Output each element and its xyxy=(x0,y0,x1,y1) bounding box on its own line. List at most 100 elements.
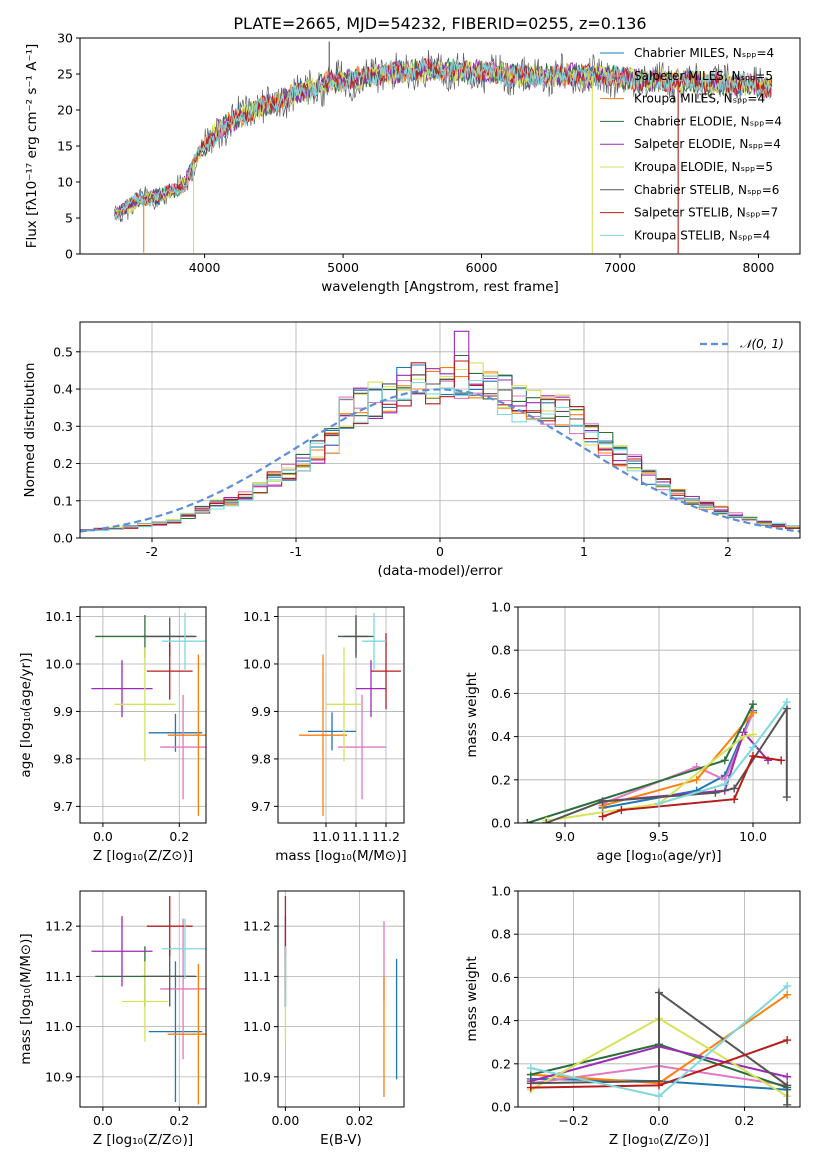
mass_vs_metallicity-axes-frame xyxy=(79,890,207,1108)
histogram-series-8 xyxy=(80,360,800,532)
mass_vs_metallicity-xlabel: Z [log₁₀(Z/Z⊙)] xyxy=(93,1132,193,1148)
mass_weight_vs_metallicity-marker-8 xyxy=(655,1081,663,1090)
residual_histogram-xtick-label: 1 xyxy=(580,544,588,559)
residual_histogram-ytick-label: 0.1 xyxy=(53,493,73,508)
mass_weight_vs_metallicity-marker-8 xyxy=(526,1083,535,1092)
mass_vs_metallicity-ytick-label: 11.2 xyxy=(45,919,73,934)
spectrum-xtick-label: 4000 xyxy=(189,260,221,275)
mass_weight_vs_age-series-4 xyxy=(527,703,754,823)
mass_weight_vs_metallicity-marker-7 xyxy=(783,1100,792,1107)
mass_weight_vs_age-marker-9 xyxy=(720,780,729,789)
mass_weight_vs_age-marker-4 xyxy=(523,819,532,823)
age_vs_mass-xtick-label: 11.2 xyxy=(372,829,400,844)
spectrum-legend-entry-5: Salpeter ELODIE, Nₛₚₚ=4 xyxy=(634,137,781,151)
mass_weight_vs_metallicity-panel: −0.2 0.0 0.2 0.0 0.2 0.4 0.6 0.8 1.0 Z [log₁₀(Z/Z… xyxy=(464,884,801,1148)
mass_weight_vs_metallicity-marker-3 xyxy=(783,990,792,999)
mass_weight_vs_metallicity-marker-9 xyxy=(783,982,792,991)
mass_weight_vs_age-xtick-label: 9.5 xyxy=(649,829,669,844)
mass_vs_metallicity-ylabel: mass [log₁₀(M/M⊙)] xyxy=(18,933,34,1064)
mass_weight_vs_age-marker-8 xyxy=(749,752,757,761)
mass_weight_vs_age-marker-3 xyxy=(692,775,701,784)
spectrum-legend-entry-9: Kroupa STELIB, Nₛₚₚ=4 xyxy=(634,228,770,242)
spectrum-xtick-label: 8000 xyxy=(743,260,775,275)
mass_vs_extinction-xlabel: E(B-V) xyxy=(320,1132,362,1148)
residual_histogram-ytick-label: 0.0 xyxy=(53,531,73,546)
spectrum-legend-entry-6: Kroupa ELODIE, Nₛₚₚ=5 xyxy=(634,160,773,174)
residual_histogram-ytick-label: 0.4 xyxy=(53,382,73,397)
mass_vs_extinction-axes-frame xyxy=(277,890,405,1108)
age_vs_metallicity-ytick-label: 9.8 xyxy=(53,751,73,766)
age_vs_metallicity-ytick-label: 10.0 xyxy=(45,656,73,671)
mass_vs_extinction-ytick-label: 11.0 xyxy=(243,1019,271,1034)
age_vs_metallicity-panel: 0.0 0.2 9.7 9.8 9.9 10.0 10.1 Z [log₁₀(Z/Z⊙)] ag… xyxy=(18,606,207,864)
mass_weight_vs_metallicity-marker-5 xyxy=(783,1072,792,1081)
age_vs_mass-ytick-label: 10.0 xyxy=(243,656,271,671)
mass_weight_vs_age-marker-9 xyxy=(782,698,791,707)
age_vs_mass-ytick-label: 9.7 xyxy=(251,799,271,814)
mass_vs_extinction-panel: 0.00 0.02 10.9 11.0 11.1 11.2 E(B-V) xyxy=(243,890,405,1148)
age_vs_mass-plot-area xyxy=(299,612,401,816)
figure-title: PLATE=2665, MJD=54232, FIBERID=0255, z=0… xyxy=(233,14,646,33)
mass_weight_vs_age-ytick-label: 0.6 xyxy=(491,686,511,701)
mass_weight_vs_metallicity-xtick-label: 0.2 xyxy=(735,1113,755,1128)
mass_weight_vs_age-marker-7 xyxy=(711,788,720,797)
mass_vs_metallicity-ytick-label: 11.0 xyxy=(45,1019,73,1034)
mass_weight_vs_age-ytick-label: 0.4 xyxy=(491,729,511,744)
mass_vs_metallicity-xtick-label: 0.0 xyxy=(93,1113,113,1128)
mass_weight_vs_metallicity-xlabel: Z [log₁₀(Z/Z⊙)] xyxy=(609,1132,709,1148)
mass_vs_metallicity-panel: 0.0 0.2 10.9 11.0 11.1 11.2 Z [log₁₀(Z/Z⊙)] mas… xyxy=(18,890,207,1148)
mass_weight_vs_metallicity-ytick-label: 0.8 xyxy=(491,927,511,942)
mass_vs_metallicity-ytick-label: 11.1 xyxy=(45,969,73,984)
age_vs_metallicity-ytick-label: 10.1 xyxy=(45,609,73,624)
spectrum-xlabel: wavelength [Angstrom, rest frame] xyxy=(321,279,559,295)
residual_histogram-ytick-label: 0.2 xyxy=(53,456,73,471)
mass_weight_vs_age-marker-6 xyxy=(749,730,757,739)
spectrum-plot-area xyxy=(114,41,773,254)
spectrum-legend-entry-2: Salpeter MILES, Nₛₚₚ=5 xyxy=(634,69,773,83)
age_vs_mass-xtick-label: 11.0 xyxy=(312,829,340,844)
age_vs_metallicity-xlabel: Z [log₁₀(Z/Z⊙)] xyxy=(93,848,193,864)
mass_weight_vs_metallicity-marker-7 xyxy=(655,988,663,997)
mass_weight_vs_age-xtick-label: 9.0 xyxy=(555,829,575,844)
mass_weight_vs_age-ytick-label: 0.2 xyxy=(491,772,511,787)
mass_weight_vs_metallicity-ytick-label: 0.4 xyxy=(491,1013,511,1028)
mass_weight_vs_age-series-9 xyxy=(658,701,788,805)
mass_weight_vs_age-marker-4 xyxy=(749,700,757,709)
spectrum-xtick-label: 7000 xyxy=(604,260,636,275)
mass_weight_vs_age-marker-3 xyxy=(749,708,757,717)
residual_histogram-xtick-label: -1 xyxy=(290,544,302,559)
mass_weight_vs_metallicity-ylabel: mass weight xyxy=(464,956,480,1041)
mass_weight_vs_age-marker-8 xyxy=(598,812,607,821)
age_vs_metallicity-xtick-label: 0.0 xyxy=(93,829,113,844)
mass_weight_vs_age-xlabel: age [log₁₀(age/yr)] xyxy=(596,848,721,864)
mass_weight_vs_metallicity-marker-7 xyxy=(783,1081,792,1090)
mass_weight_vs_age-marker-9 xyxy=(749,743,757,752)
age_vs_metallicity-ytick-label: 9.9 xyxy=(53,704,73,719)
mass_vs_extinction-xtick-label: 0.02 xyxy=(346,1113,374,1128)
residual_histogram-xtick-label: -2 xyxy=(146,544,158,559)
normal-distribution-curve xyxy=(80,388,800,533)
mass_weight_vs_age-series-7 xyxy=(545,705,788,823)
histogram-legend-entry: 𝒩(0, 1) xyxy=(740,337,784,351)
spectrum-legend-entry-7: Chabrier STELIB, Nₛₚₚ=6 xyxy=(634,183,779,197)
age_vs_mass-xlabel: mass [log₁₀(M/M⊙)] xyxy=(275,848,406,864)
mass_weight_vs_age-ytick-label: 0.8 xyxy=(491,643,511,658)
spectrum-ytick-label: 10 xyxy=(57,175,73,190)
residual_histogram-panel: -2 -1 0 1 2 0.0 0.1 0.2 0.3 0.4 0.5 (data-model)/er… xyxy=(22,321,801,579)
mass_vs_extinction-ytick-label: 10.9 xyxy=(243,1069,271,1084)
mass_weight_vs_age-marker-8 xyxy=(730,795,739,804)
spectrum-ytick-label: 20 xyxy=(57,103,73,118)
mass_weight_vs_age-series-6 xyxy=(546,733,754,822)
age_vs_mass-xtick-label: 11.1 xyxy=(342,829,370,844)
mass_weight_vs_metallicity-ytick-label: 0.0 xyxy=(491,1100,511,1115)
mass_weight_vs_age-marker-9 xyxy=(655,799,663,808)
mass_vs_metallicity-ytick-label: 10.9 xyxy=(45,1069,73,1084)
mass_weight_vs_age-xtick-label: 10.0 xyxy=(739,829,767,844)
spectrum-ytick-label: 25 xyxy=(57,67,73,82)
mass_weight_vs_age-ytick-label: 0.0 xyxy=(491,816,511,831)
spectrum-ytick-label: 0 xyxy=(65,247,73,262)
spectrum-xtick-label: 6000 xyxy=(466,260,498,275)
residual_histogram-xtick-label: 0 xyxy=(436,544,444,559)
spectrum-xtick-label: 5000 xyxy=(327,260,359,275)
